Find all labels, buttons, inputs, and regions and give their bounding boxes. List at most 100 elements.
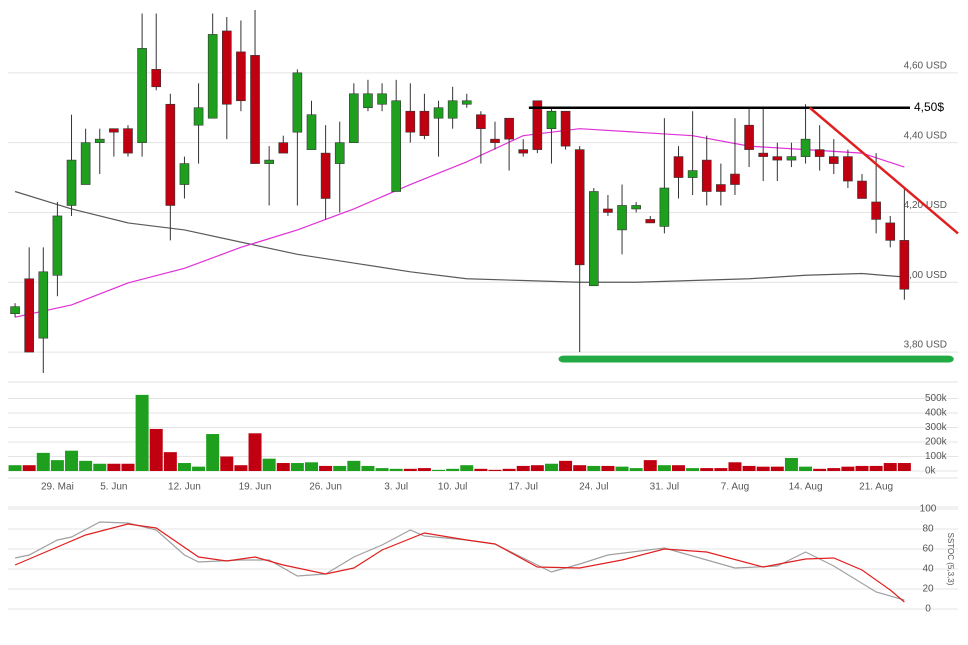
volume-bar <box>544 463 558 471</box>
candle-body <box>236 51 246 102</box>
volume-bar <box>333 465 347 471</box>
x-tick-label: 26. Jun <box>309 482 342 493</box>
volume-bar <box>8 465 22 471</box>
volume-bar <box>192 466 206 471</box>
volume-bar <box>700 468 714 471</box>
x-tick-label: 10. Jul <box>438 482 467 493</box>
candle-body <box>574 149 585 266</box>
volume-bar <box>460 465 474 471</box>
volume-bar <box>869 465 883 471</box>
volume-bar <box>304 462 318 471</box>
candle-body <box>617 205 627 231</box>
volume-bar <box>121 463 135 471</box>
volume-bar <box>276 463 290 471</box>
volume-bar <box>177 463 191 471</box>
volume-bar <box>530 465 544 471</box>
x-tick-label: 14. Aug <box>789 482 823 493</box>
x-tick-label: 24. Jul <box>579 482 608 493</box>
candle-body <box>447 100 458 119</box>
candle-body <box>405 110 416 133</box>
candle-body <box>38 271 49 339</box>
candle-body <box>66 159 77 206</box>
volume-bar <box>206 434 220 471</box>
candle-body <box>899 240 910 290</box>
volume-bar <box>615 466 629 471</box>
volume-bar <box>897 463 911 471</box>
x-tick-label: 12. Jun <box>168 482 201 493</box>
volume-bar <box>502 468 516 471</box>
x-tick-label: 21. Aug <box>859 482 893 493</box>
candle-body <box>165 103 176 206</box>
candle-body <box>292 72 303 133</box>
volume-bar <box>601 465 615 471</box>
candle-body <box>278 142 289 154</box>
candle-body <box>207 34 218 119</box>
candle-body <box>433 107 444 119</box>
volume-bar <box>813 468 827 471</box>
y-tick-label: 4,00 USD <box>904 270 947 281</box>
volume-bar <box>135 394 149 471</box>
volume-bar <box>361 465 375 471</box>
candle-body <box>391 100 401 192</box>
candle-body <box>758 152 769 157</box>
candle-body <box>193 107 204 126</box>
candle-body <box>701 159 712 192</box>
candle-body <box>673 156 684 178</box>
candle-body <box>461 100 472 105</box>
candle-body <box>645 219 656 224</box>
volume-bar <box>79 460 93 471</box>
candle-body <box>349 93 359 143</box>
y-tick-label: 60 <box>922 544 934 555</box>
volume-bar <box>149 428 163 471</box>
y-tick-label: 80 <box>922 524 934 535</box>
candle-body <box>560 110 571 147</box>
candle-body <box>532 100 543 150</box>
y-tick-label: 3,80 USD <box>904 340 947 351</box>
volume-bar <box>432 469 446 471</box>
volume-bar <box>827 468 841 471</box>
candle-body <box>476 114 486 129</box>
line-series <box>14 521 905 601</box>
candle-body <box>109 128 119 133</box>
volume-bar <box>756 466 770 471</box>
candle-body <box>659 187 670 227</box>
volume-bar <box>573 465 587 471</box>
candle-body <box>490 138 500 143</box>
x-tick-label: 5. Jun <box>100 482 127 493</box>
candle-body <box>363 93 373 109</box>
volume-bar <box>234 465 248 471</box>
candle-body <box>885 222 896 241</box>
volume-bar <box>248 433 262 471</box>
candle-body <box>419 110 430 136</box>
candle-body <box>221 30 232 105</box>
volume-bar <box>488 469 502 471</box>
support-band <box>558 355 954 363</box>
candle-body <box>24 278 34 353</box>
candle-body <box>10 306 20 314</box>
volume-bar <box>403 468 417 471</box>
x-tick-label: 29. Mai <box>41 482 74 493</box>
candle-body <box>589 191 599 287</box>
y-tick-label: 200k <box>925 437 948 448</box>
volume-bar <box>841 466 855 471</box>
line-series <box>14 523 905 603</box>
volume-bar <box>742 465 756 471</box>
volume-bar <box>50 460 64 471</box>
volume-bar <box>714 468 728 471</box>
volume-bar <box>375 468 389 471</box>
candle-body <box>504 117 514 140</box>
volume-bar <box>770 466 784 471</box>
y-axis-label: SSTOC (5,3,3) <box>946 533 955 586</box>
candle-body <box>151 69 162 88</box>
volume-bar <box>643 460 657 471</box>
volume-bar <box>36 452 50 471</box>
volume-bar <box>672 465 686 471</box>
candle-body <box>631 205 641 210</box>
volume-bar <box>516 465 530 471</box>
y-tick-label: 500k <box>925 393 948 404</box>
volume-bar <box>686 468 700 471</box>
candle-body <box>264 159 274 164</box>
y-tick-label: 100 <box>920 504 937 515</box>
volume-bar <box>22 465 36 471</box>
volume-bar <box>799 466 813 471</box>
